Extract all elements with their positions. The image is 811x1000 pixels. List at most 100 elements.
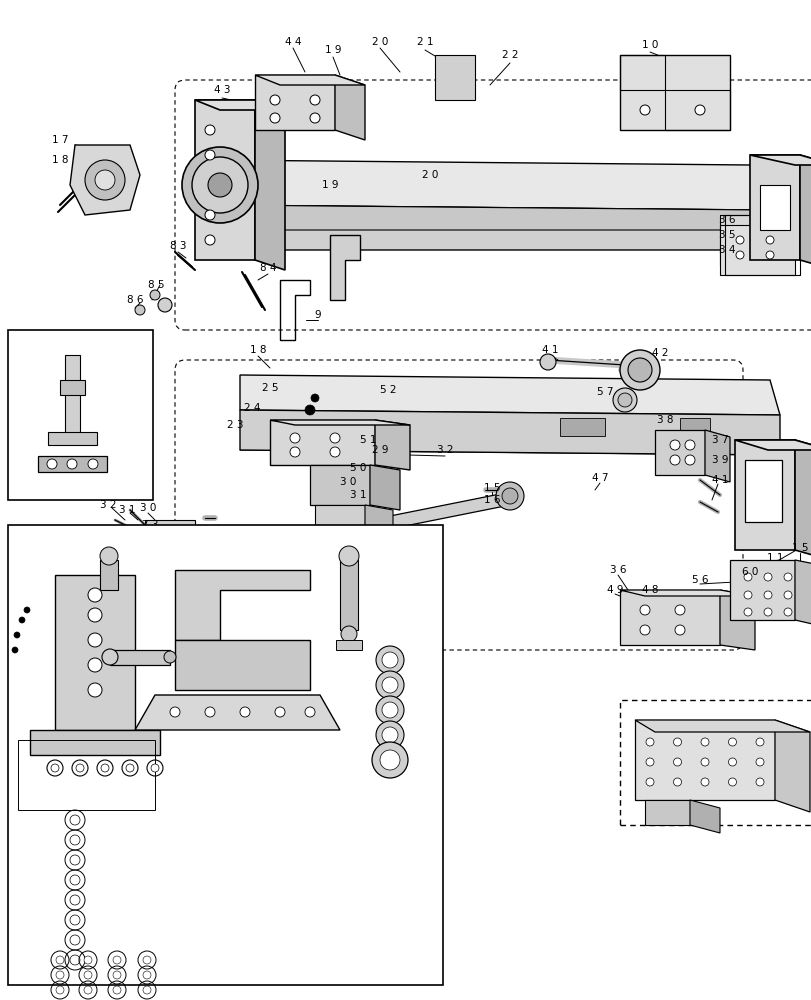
Polygon shape <box>734 440 811 450</box>
Circle shape <box>88 459 98 469</box>
Circle shape <box>617 393 631 407</box>
Circle shape <box>381 702 397 718</box>
Polygon shape <box>329 235 359 300</box>
Bar <box>759 185 789 230</box>
Polygon shape <box>70 145 139 215</box>
Circle shape <box>270 95 280 105</box>
Circle shape <box>684 455 694 465</box>
Text: 8 2: 8 2 <box>106 337 123 347</box>
Circle shape <box>275 707 285 717</box>
Circle shape <box>169 707 180 717</box>
Polygon shape <box>215 205 759 250</box>
Text: 1 5: 1 5 <box>483 483 500 493</box>
Polygon shape <box>654 430 704 475</box>
Circle shape <box>380 750 400 770</box>
Circle shape <box>88 608 102 622</box>
Text: 2 0: 2 0 <box>421 170 438 180</box>
Polygon shape <box>215 160 759 210</box>
Circle shape <box>85 160 125 200</box>
Text: 7 8: 7 8 <box>166 553 183 563</box>
Polygon shape <box>175 570 310 640</box>
Circle shape <box>19 617 25 623</box>
Text: 7 3: 7 3 <box>142 520 158 530</box>
Circle shape <box>150 290 160 300</box>
Text: 1 4: 1 4 <box>260 768 276 778</box>
Bar <box>744 460 781 522</box>
Text: 0 8: 0 8 <box>269 535 285 545</box>
Circle shape <box>669 455 679 465</box>
Text: 3 0: 3 0 <box>339 477 356 487</box>
Polygon shape <box>100 560 118 590</box>
Circle shape <box>612 388 636 412</box>
Circle shape <box>143 986 151 994</box>
Polygon shape <box>719 215 789 265</box>
Text: 1 3: 1 3 <box>149 755 166 765</box>
Polygon shape <box>237 575 275 595</box>
Text: 2 9: 2 9 <box>371 445 388 455</box>
Text: 7 3: 7 3 <box>109 525 126 535</box>
Circle shape <box>783 608 791 616</box>
Circle shape <box>727 758 736 766</box>
Circle shape <box>70 955 80 965</box>
Polygon shape <box>310 465 370 505</box>
Text: 7 0: 7 0 <box>47 733 63 743</box>
Bar <box>8 525 443 985</box>
Circle shape <box>56 956 64 964</box>
Text: 5 0: 5 0 <box>350 463 366 473</box>
Polygon shape <box>620 55 729 130</box>
Text: 1 5: 1 5 <box>401 530 418 540</box>
Circle shape <box>113 971 121 979</box>
Circle shape <box>735 251 743 259</box>
Polygon shape <box>315 505 365 540</box>
Polygon shape <box>255 75 365 85</box>
Polygon shape <box>689 800 719 833</box>
Text: 7 4: 7 4 <box>144 532 160 542</box>
Polygon shape <box>215 205 759 230</box>
Text: 5 7: 5 7 <box>381 613 397 623</box>
Circle shape <box>765 251 773 259</box>
Circle shape <box>151 764 159 772</box>
Text: 4 1: 4 1 <box>541 345 558 355</box>
Text: 5 2: 5 2 <box>380 385 396 395</box>
Circle shape <box>56 986 64 994</box>
Text: 3 2: 3 2 <box>100 500 116 510</box>
Polygon shape <box>270 420 375 465</box>
Circle shape <box>672 738 680 746</box>
Circle shape <box>164 651 176 663</box>
Circle shape <box>70 875 80 885</box>
Polygon shape <box>60 380 85 395</box>
Circle shape <box>88 588 102 602</box>
Circle shape <box>755 778 763 786</box>
Text: 3 0: 3 0 <box>139 503 156 513</box>
Circle shape <box>620 350 659 390</box>
Text: 1 6: 1 6 <box>483 495 500 505</box>
Polygon shape <box>365 505 393 545</box>
Polygon shape <box>240 410 779 455</box>
Circle shape <box>674 625 684 635</box>
Circle shape <box>329 433 340 443</box>
Polygon shape <box>145 520 195 560</box>
Polygon shape <box>175 640 310 690</box>
Text: 3 7: 3 7 <box>711 435 727 445</box>
Circle shape <box>290 447 299 457</box>
Text: 8 4: 8 4 <box>260 263 276 273</box>
Circle shape <box>735 236 743 244</box>
Circle shape <box>783 573 791 581</box>
Text: 8 1: 8 1 <box>280 525 296 535</box>
Polygon shape <box>335 75 365 140</box>
Polygon shape <box>135 695 340 730</box>
Circle shape <box>501 488 517 504</box>
Circle shape <box>100 547 118 565</box>
Text: 5 5: 5 5 <box>187 555 204 565</box>
Circle shape <box>56 971 64 979</box>
Text: 4 9: 4 9 <box>606 585 623 595</box>
Polygon shape <box>30 730 160 755</box>
Text: 7: 7 <box>260 543 269 553</box>
Circle shape <box>763 573 771 581</box>
Polygon shape <box>55 575 135 730</box>
Circle shape <box>338 546 358 566</box>
Text: 1 3: 1 3 <box>260 755 276 765</box>
Text: 1 8: 1 8 <box>52 155 68 165</box>
Circle shape <box>204 125 215 135</box>
Text: 3 1: 3 1 <box>350 490 366 500</box>
